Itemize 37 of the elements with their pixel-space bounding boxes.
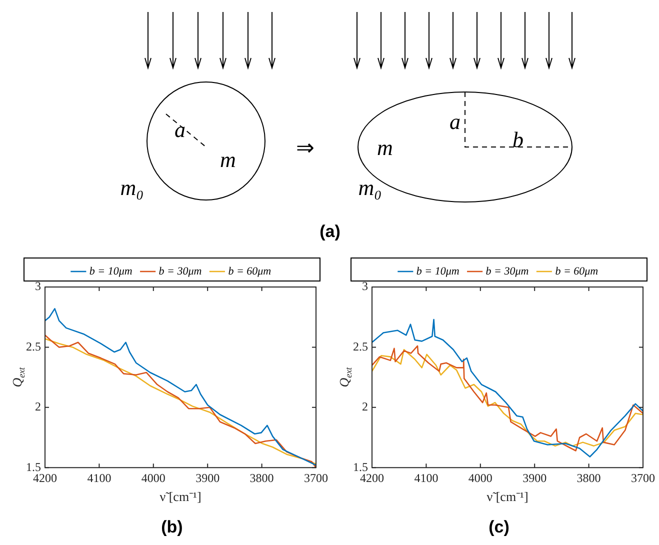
legend-label: b = 10μm [416,265,460,278]
legend-label: b = 30μm [486,265,529,278]
x-tick-label: 3800 [250,470,274,485]
legend-label: b = 30μm [158,265,202,278]
x-tick-label: 3700 [304,470,328,485]
y-tick-label: 2.5 [353,339,368,354]
x-axis-title: ν̃ [cm⁻¹] [486,489,528,504]
legend-label: b = 60μm [228,265,272,278]
text: a [448,108,462,136]
legend-label: b = 10μm [89,265,132,278]
text: (a) [318,222,342,242]
x-tick-label: 4100 [87,470,112,485]
legend-label: b = 60μm [555,265,598,278]
x-tick-label: 4000 [468,470,492,485]
text: m [376,134,394,162]
y-tick-label: 2 [362,400,368,414]
x-tick-label: 3900 [522,470,547,485]
text: m₀ [119,174,145,202]
text: m [219,146,237,174]
text: a [174,116,186,144]
text: b [512,126,524,154]
text: (b) [161,517,183,536]
y-tick-label: 3 [362,279,368,294]
text: m₀ [357,174,383,202]
y-tick-label: 3 [35,279,41,294]
y-axis-title: Qext [9,366,26,388]
text: ⇒ [295,134,315,162]
x-axis-title: ν̃ [cm⁻¹] [160,489,202,504]
x-tick-label: 4000 [141,470,166,485]
y-tick-label: 2 [35,400,41,414]
x-tick-label: 3900 [196,470,220,485]
x-tick-label: 3800 [576,470,601,485]
x-tick-label: 4100 [414,470,438,485]
y-tick-label: 2.5 [26,339,41,354]
text: (c) [488,517,510,536]
x-tick-label: 3700 [631,470,655,485]
y-axis-title: Qext [336,366,354,388]
